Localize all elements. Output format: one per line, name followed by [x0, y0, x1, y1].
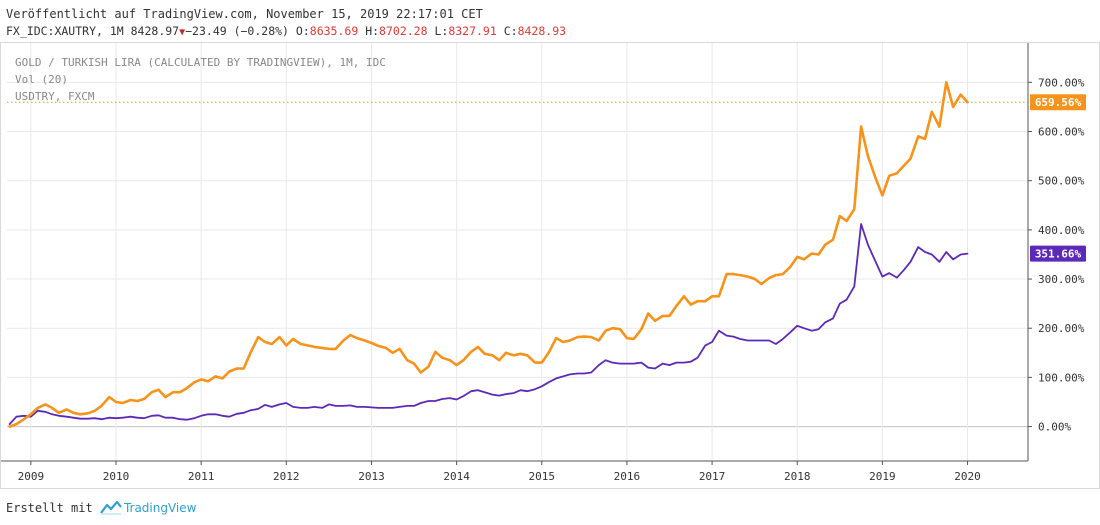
open-value: 8635.69: [309, 24, 359, 38]
published-text: Veröffentlicht auf TradingView.com, Nove…: [6, 7, 483, 21]
x-tick-label: 2010: [103, 470, 130, 483]
low-value: 8327.91: [448, 24, 497, 38]
published-line: Veröffentlicht auf TradingView.com, Nove…: [6, 7, 483, 21]
usd-last-value-label: 351.66%: [1035, 248, 1082, 261]
chart-frame: [0, 42, 1100, 489]
legend-entry[interactable]: USDTRY, FXCM: [15, 90, 95, 103]
y-tick-label: 400.00%: [1038, 224, 1085, 237]
y-tick-label: 0.00%: [1038, 421, 1071, 434]
high-label: H:: [365, 24, 380, 38]
x-tick-label: 2016: [614, 470, 641, 483]
legend-entry[interactable]: GOLD / TURKISH LIRA (CALCULATED BY TRADI…: [15, 56, 386, 69]
x-tick-label: 2020: [954, 470, 981, 483]
x-tick-label: 2011: [188, 470, 215, 483]
chart-border: [0, 42, 1100, 489]
chart-grid: [7, 43, 1028, 461]
y-tick-label: 500.00%: [1038, 175, 1085, 188]
tradingview-logo-icon[interactable]: [100, 501, 122, 515]
down-triangle-icon: ▼: [179, 27, 186, 38]
x-tick-label: 2017: [699, 470, 726, 483]
footer-brand-link[interactable]: TradingView: [123, 501, 197, 515]
gold-try-series-line[interactable]: [8, 81, 969, 428]
y-tick-label: 700.00%: [1038, 76, 1085, 89]
x-tick-label: 2009: [18, 470, 45, 483]
legend-entry[interactable]: Vol (20): [15, 73, 68, 86]
x-tick-label: 2015: [529, 470, 556, 483]
high-value: 8702.28: [379, 24, 428, 38]
x-tick-label: 2012: [273, 470, 300, 483]
close-value: 8428.93: [517, 24, 567, 38]
gold-last-value-label: 659.56%: [1035, 96, 1082, 109]
y-tick-label: 300.00%: [1038, 273, 1085, 286]
change-value: −23.49 (−0.28%): [185, 24, 289, 38]
symbol-info: FX_IDC:XAUTRY, 1M 8428.97: [6, 24, 180, 38]
x-tick-label: 2019: [869, 470, 896, 483]
x-axis[interactable]: 2009 2010 2011 2012 2013 2014 2015 2016 2017 2018…: [18, 461, 981, 483]
y-axis[interactable]: 0.00% 100.00% 200.00% 300.00% 400.00% 500.00%…: [1028, 76, 1085, 434]
y-tick-label: 200.00%: [1038, 322, 1085, 335]
series-lines: [7, 81, 1028, 428]
x-tick-label: 2014: [443, 470, 470, 483]
y-tick-label: 600.00%: [1038, 126, 1085, 139]
low-label: L:: [434, 24, 449, 38]
footer-prefix: Erstellt mit: [6, 501, 93, 515]
last-value-labels: 659.56% 351.66%: [1030, 94, 1086, 262]
footer: Erstellt mit TradingView: [6, 501, 196, 515]
x-tick-label: 2018: [784, 470, 811, 483]
close-label: C:: [503, 24, 518, 38]
y-tick-label: 100.00%: [1038, 371, 1085, 384]
usdtry-series-line[interactable]: [8, 223, 969, 425]
ohlc-line: FX_IDC:XAUTRY, 1M 8428.97▼−23.49 (−0.28%…: [6, 24, 566, 40]
open-label: O:: [295, 24, 310, 38]
gold-last-value-badge: [1030, 94, 1086, 111]
usd-last-value-badge: [1030, 245, 1086, 262]
x-tick-label: 2013: [358, 470, 385, 483]
chart-legend: GOLD / TURKISH LIRA (CALCULATED BY TRADI…: [15, 56, 386, 103]
